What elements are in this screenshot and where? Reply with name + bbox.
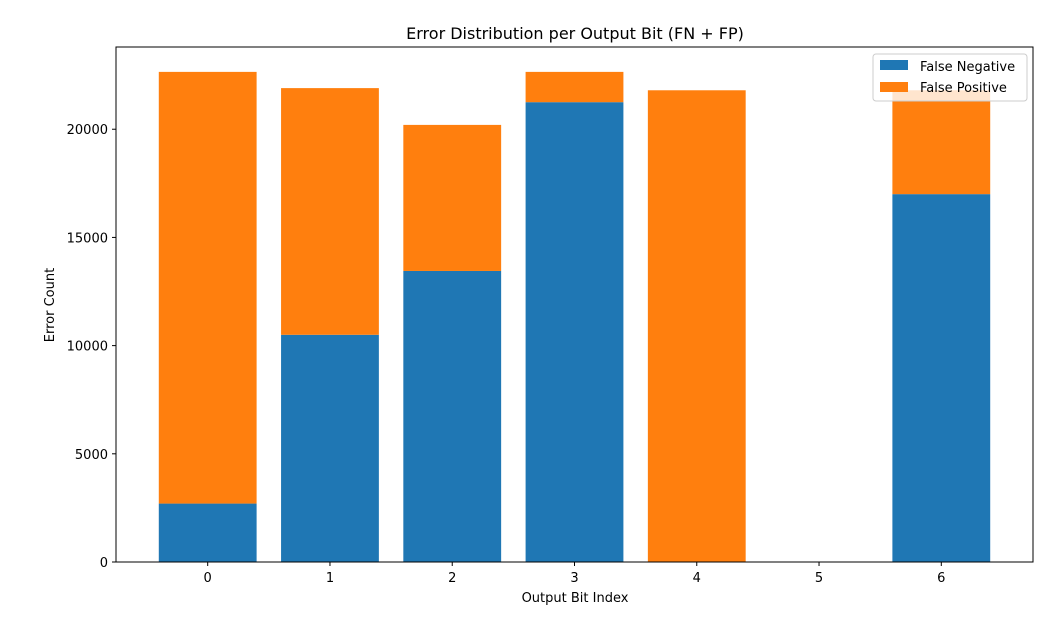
legend: False Negative False Positive <box>872 53 1028 102</box>
bar-false-positive-4 <box>647 90 746 562</box>
bar-false-negative-0 <box>158 503 257 562</box>
chart-title: Error Distribution per Output Bit (FN + … <box>406 24 744 43</box>
y-tick-label-5000: 5000 <box>75 448 108 463</box>
bar-false-negative-6 <box>892 194 991 562</box>
bar-false-positive-1 <box>281 88 379 335</box>
bar-false-positive-0 <box>158 71 257 504</box>
bar-false-negative-1 <box>281 334 379 562</box>
y-axis-label: Error Count <box>43 268 58 342</box>
x-tick-label-4: 4 <box>693 571 701 586</box>
x-tick-label-2: 2 <box>448 571 456 586</box>
x-axis-label: Output Bit Index <box>522 591 629 606</box>
x-tick-label-1: 1 <box>326 571 334 586</box>
bar-false-positive-6 <box>892 90 991 195</box>
x-axis: 0 1 2 3 4 5 6 <box>204 562 945 586</box>
y-tick-label-10000: 10000 <box>67 340 108 355</box>
x-tick-label-0: 0 <box>204 571 212 586</box>
bars-layer <box>158 71 991 562</box>
bar-false-negative-2 <box>403 270 502 562</box>
y-axis: 0 5000 10000 15000 20000 <box>67 123 116 571</box>
y-tick-label-0: 0 <box>100 556 108 571</box>
y-tick-label-20000: 20000 <box>67 123 108 138</box>
legend-box <box>872 53 1028 102</box>
x-tick-label-3: 3 <box>570 571 578 586</box>
legend-swatch-false-positive <box>880 82 908 92</box>
legend-label-false-negative: False Negative <box>920 60 1015 75</box>
legend-swatch-false-negative <box>880 60 908 70</box>
x-tick-label-6: 6 <box>937 571 945 586</box>
bar-false-positive-2 <box>403 124 502 271</box>
bar-false-positive-3 <box>525 71 624 103</box>
y-tick-label-15000: 15000 <box>67 231 108 246</box>
x-tick-label-5: 5 <box>815 571 823 586</box>
bar-false-negative-3 <box>525 102 624 562</box>
legend-label-false-positive: False Positive <box>920 81 1007 96</box>
